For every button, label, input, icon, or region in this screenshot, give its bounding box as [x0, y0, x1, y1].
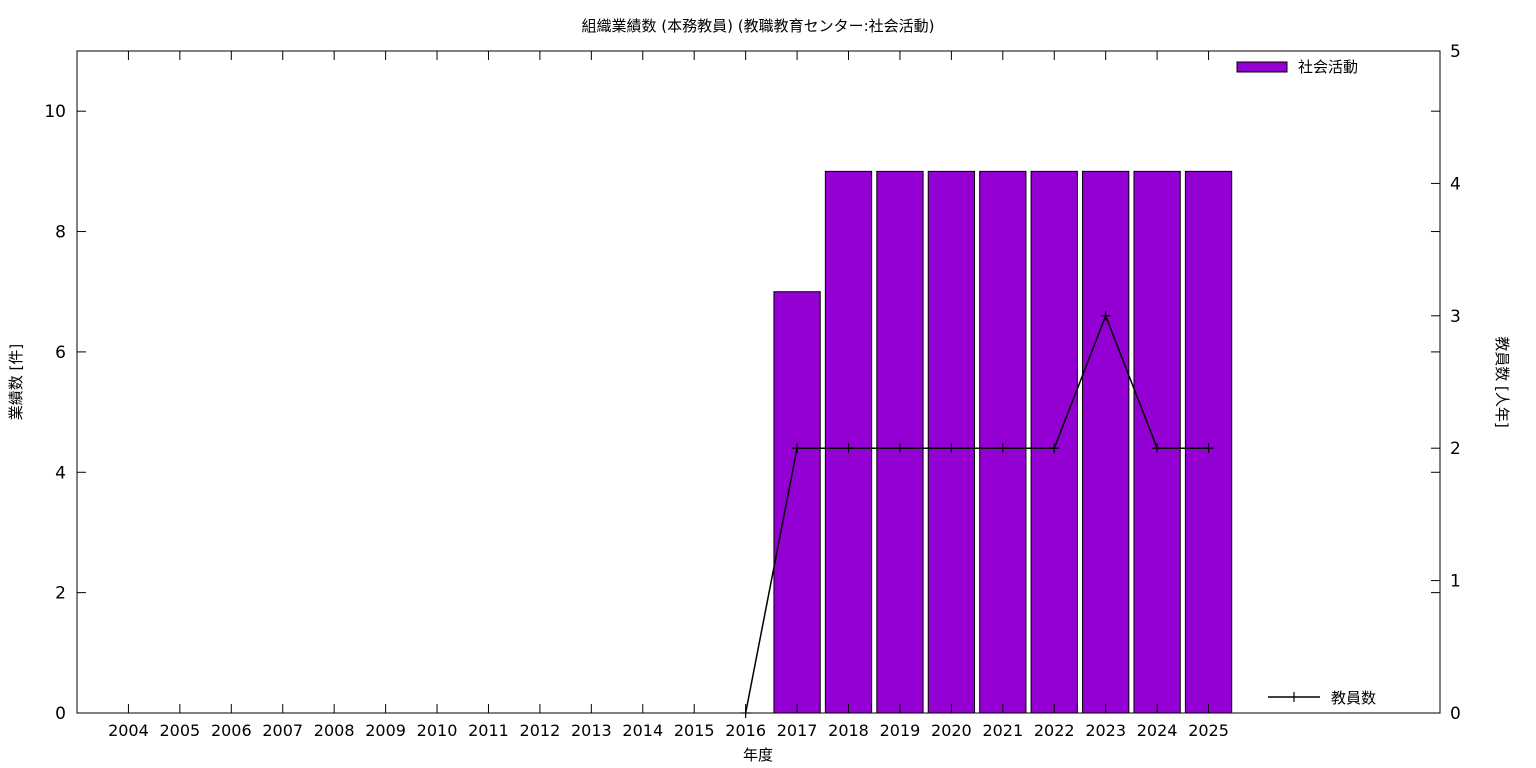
x-tick-label: 2007	[262, 721, 303, 740]
y2-tick-label: 4	[1450, 174, 1461, 194]
x-tick-label: 2012	[520, 721, 561, 740]
y-tick-label: 2	[55, 584, 66, 604]
x-tick-label: 2016	[725, 721, 766, 740]
x-tick-label: 2006	[211, 721, 252, 740]
legend-line-label: 教員数	[1331, 689, 1376, 707]
x-tick-label: 2015	[674, 721, 715, 740]
x-tick-label: 2018	[828, 721, 869, 740]
legend-bar-label: 社会活動	[1298, 58, 1358, 76]
bar-2023	[1082, 170, 1130, 714]
bar-2025	[1184, 170, 1233, 714]
x-tick-label: 2017	[777, 721, 818, 740]
line-series	[744, 313, 1209, 714]
x-tick-label: 2024	[1137, 721, 1178, 740]
plot-border	[76, 50, 1441, 714]
y-tick-label: 4	[55, 463, 66, 483]
x-tick-label: 2014	[622, 721, 663, 740]
y2-tick-label: 5	[1450, 42, 1461, 62]
bar-2020	[927, 170, 976, 714]
chart-title: 組織業績数 (本務教員) (教職教育センター:社会活動)	[581, 17, 934, 35]
y2-axis-label: 教員数 [人年]	[1493, 336, 1511, 427]
bar-2019	[876, 170, 924, 714]
x-tick-label: 2023	[1085, 721, 1126, 740]
y-tick-label: 6	[55, 343, 66, 363]
x-tick-label: 2020	[931, 721, 972, 740]
x-tick-label: 2025	[1188, 721, 1229, 740]
x-axis-label: 年度	[743, 746, 773, 764]
bar-2017	[773, 291, 821, 714]
y2-tick-label: 1	[1450, 572, 1461, 592]
y-axis-label: 業績数 [件]	[7, 344, 25, 420]
x-tick-label: 2009	[365, 721, 406, 740]
y2-tick-label: 0	[1450, 704, 1461, 724]
bar-2021	[979, 170, 1027, 714]
x-tick-label: 2019	[880, 721, 921, 740]
x-tick-label: 2008	[314, 721, 355, 740]
bar-2018	[824, 170, 873, 714]
x-tick-label: 2021	[982, 721, 1023, 740]
bar-2022	[1030, 170, 1078, 714]
legend-bar-swatch	[1236, 61, 1288, 73]
x-tick-label: 2011	[468, 721, 509, 740]
x-tick-label: 2013	[571, 721, 612, 740]
plot-area: 0 2 4 6 8 10 0 1 2 3 4 5 2004 2005 2006 2007 2008 2009 201…	[44, 42, 1460, 740]
y-tick-label: 10	[44, 102, 66, 122]
y2-tick-label: 2	[1450, 439, 1461, 459]
y-tick-label: 8	[55, 223, 66, 243]
x-tick-label: 2010	[417, 721, 458, 740]
x-tick-label: 2005	[160, 721, 201, 740]
y-tick-label: 0	[55, 704, 66, 724]
y2-tick-label: 3	[1450, 307, 1461, 327]
x-tick-label: 2022	[1034, 721, 1075, 740]
x-tick-label: 2004	[108, 721, 149, 740]
bar-2024	[1133, 170, 1181, 714]
